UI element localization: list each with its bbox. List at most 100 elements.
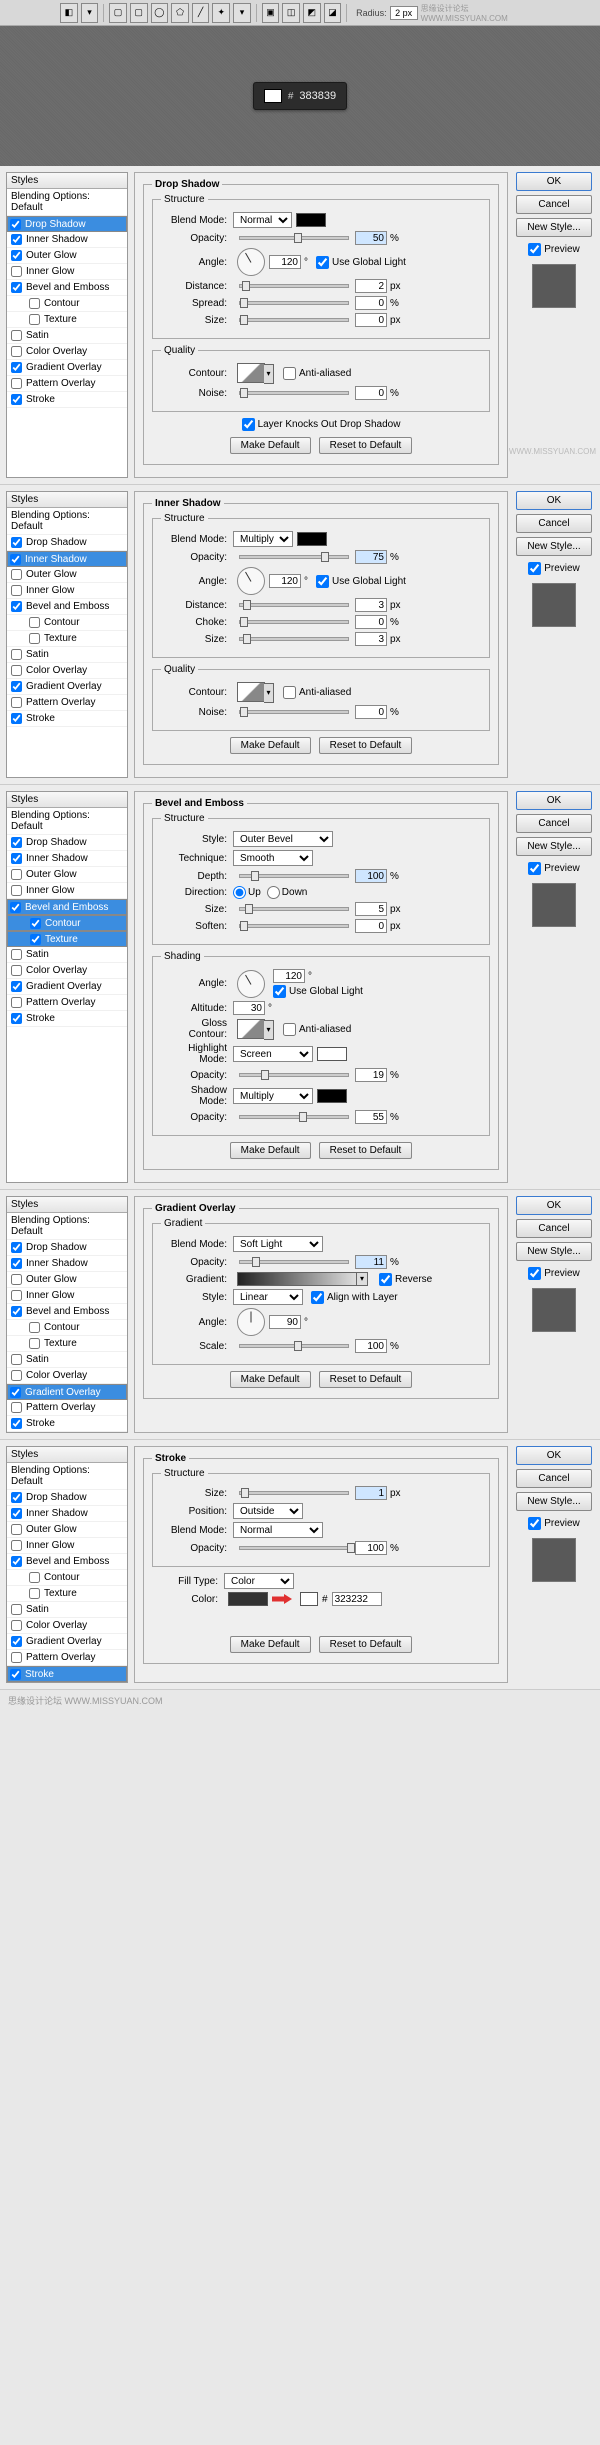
blending-options[interactable]: Blending Options: Default (7, 189, 127, 216)
group-title: Drop Shadow (152, 179, 222, 190)
style-inner-glow[interactable]: Inner Glow (7, 264, 127, 280)
angle-input[interactable] (269, 255, 301, 269)
style-color-overlay[interactable]: Color Overlay (7, 344, 127, 360)
size-input[interactable] (355, 313, 387, 327)
arrow-icon (272, 1594, 292, 1604)
style-contour[interactable]: Contour (7, 296, 127, 312)
radius-label: Radius: (356, 8, 387, 18)
blend-label: Blend Mode: (161, 215, 233, 226)
angle-dial[interactable] (237, 248, 265, 276)
noise-slider[interactable] (239, 391, 349, 395)
settings-panel: Drop Shadow Structure Blend Mode:Normal … (134, 172, 508, 478)
hex-value: 383839 (299, 90, 336, 102)
noise-input[interactable] (355, 386, 387, 400)
options-bar: ◧ ▾ ▢ ▢ ◯ ⬠ ╱ ✦ ▾ ▣ ◫ ◩ ◪ Radius: 思缘设计论坛… (0, 0, 600, 26)
style-drop-shadow[interactable]: Drop Shadow (7, 216, 127, 232)
structure-legend: Structure (161, 194, 208, 205)
noise-label: Noise: (161, 388, 233, 399)
style-bevel[interactable]: Bevel and Emboss (7, 899, 127, 915)
style-gradient-overlay[interactable]: Gradient Overlay (7, 1384, 127, 1400)
opacity-label: Opacity: (161, 233, 233, 244)
spread-input[interactable] (355, 296, 387, 310)
canvas-preview: # 383839 (0, 26, 600, 166)
tool-ellipse[interactable]: ◯ (151, 3, 169, 23)
gradient-picker[interactable]: ▾ (237, 1272, 357, 1286)
style-inner-shadow[interactable]: Inner Shadow (7, 232, 127, 248)
dir-down[interactable] (267, 886, 280, 899)
make-default-button[interactable]: Make Default (230, 437, 311, 454)
tool-polygon[interactable]: ⬠ (171, 3, 189, 23)
styles-panel: Styles Blending Options: Default Drop Sh… (6, 791, 128, 1183)
radius-input[interactable] (390, 6, 418, 20)
global-light-check[interactable] (316, 256, 329, 269)
contour-label: Contour: (161, 368, 233, 379)
dialog-buttons: OK Cancel New Style... Preview (514, 172, 594, 478)
style-inner-shadow[interactable]: Inner Shadow (7, 551, 127, 567)
cancel-button[interactable]: Cancel (516, 514, 592, 533)
style-bevel[interactable]: Bevel and Emboss (7, 280, 127, 296)
footer-watermark: 思缘设计论坛 WWW.MISSYUAN.COM (0, 1690, 600, 1711)
reset-default-button[interactable]: Reset to Default (319, 437, 413, 454)
quality-legend: Quality (161, 345, 198, 356)
drop-shadow-group: Drop Shadow Structure Blend Mode:Normal … (143, 179, 499, 465)
tool-custom[interactable]: ✦ (212, 3, 230, 23)
cancel-button[interactable]: Cancel (516, 195, 592, 214)
ok-button[interactable]: OK (516, 491, 592, 510)
angle-label: Angle: (161, 257, 233, 268)
new-style-button[interactable]: New Style... (516, 537, 592, 556)
size-slider[interactable] (239, 318, 349, 322)
contour-picker[interactable]: ▾ (237, 363, 265, 383)
style-outer-glow[interactable]: Outer Glow (7, 248, 127, 264)
style-satin[interactable]: Satin (7, 328, 127, 344)
settings-panel: Inner Shadow Structure Blend Mode:Multip… (134, 491, 508, 778)
style-gradient-overlay[interactable]: Gradient Overlay (7, 360, 127, 376)
reset-default-button[interactable]: Reset to Default (319, 737, 413, 754)
style-stroke[interactable]: Stroke (7, 392, 127, 408)
style-pattern-overlay[interactable]: Pattern Overlay (7, 376, 127, 392)
ok-button[interactable]: OK (516, 172, 592, 191)
tool-dropdown[interactable]: ▾ (81, 3, 99, 23)
knockout-check[interactable] (242, 418, 255, 431)
watermark: 思缘设计论坛 WWW.MISSYUAN.COM (421, 3, 540, 23)
tool-rect[interactable]: ▢ (109, 3, 127, 23)
dir-up[interactable] (233, 886, 246, 899)
tool-dropdown-2[interactable]: ▾ (233, 3, 251, 23)
distance-label: Distance: (161, 281, 233, 292)
bevel-style-select[interactable]: Outer Bevel (233, 831, 333, 847)
spread-slider[interactable] (239, 301, 349, 305)
size-label: Size: (161, 315, 233, 326)
swatch-icon (264, 89, 282, 103)
dialog-stroke: Styles Blending Options: Default Drop Sh… (0, 1440, 600, 1690)
preview-check[interactable] (528, 243, 541, 256)
styles-panel: Styles Blending Options: Default Drop Sh… (6, 491, 128, 778)
shadow-color[interactable] (296, 213, 326, 227)
new-style-button[interactable]: New Style... (516, 218, 592, 237)
mode-intersect[interactable]: ◩ (303, 3, 321, 23)
technique-select[interactable]: Smooth (233, 850, 313, 866)
dialog-drop-shadow: 思缘设计论坛 WWW.MISSYUAN.COM Styles Blending … (0, 166, 600, 485)
make-default-button[interactable]: Make Default (230, 737, 311, 754)
shadow-color[interactable] (297, 532, 327, 546)
tool-roundrect[interactable]: ▢ (130, 3, 148, 23)
dialog-gradient-overlay: Styles Blending Options: Default Drop Sh… (0, 1190, 600, 1440)
tool-shape[interactable]: ◧ (60, 3, 78, 23)
style-drop-shadow[interactable]: Drop Shadow (7, 535, 127, 551)
antialiased-check[interactable] (283, 367, 296, 380)
preview-swatch (532, 264, 576, 308)
opacity-input[interactable] (355, 231, 387, 245)
tool-line[interactable]: ╱ (192, 3, 210, 23)
style-stroke[interactable]: Stroke (7, 1666, 127, 1682)
style-texture[interactable]: Texture (7, 312, 127, 328)
styles-header[interactable]: Styles (7, 173, 127, 189)
mode-combine[interactable]: ▣ (262, 3, 280, 23)
stroke-color[interactable] (228, 1592, 268, 1606)
spread-label: Spread: (161, 298, 233, 309)
blend-mode-select[interactable]: Normal (233, 212, 292, 228)
mode-exclude[interactable]: ◪ (324, 3, 342, 23)
mode-subtract[interactable]: ◫ (282, 3, 300, 23)
distance-slider[interactable] (239, 284, 349, 288)
color-chip: # 383839 (253, 82, 347, 110)
distance-input[interactable] (355, 279, 387, 293)
blend-mode-select[interactable]: Multiply (233, 531, 293, 547)
opacity-slider[interactable] (239, 236, 349, 240)
